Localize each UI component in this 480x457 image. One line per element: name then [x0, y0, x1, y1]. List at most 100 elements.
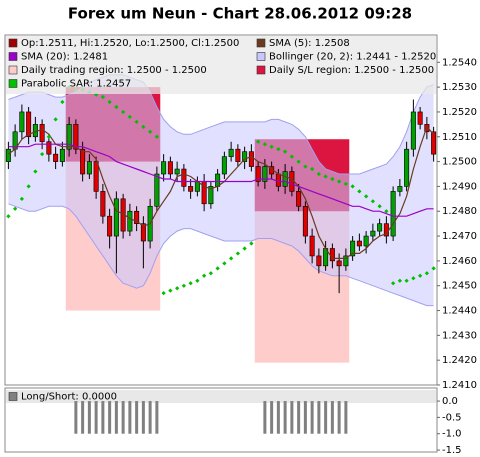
signal-bar	[330, 401, 334, 434]
candle-body	[363, 235, 369, 247]
candle-body	[26, 111, 32, 138]
sar-dot	[188, 281, 193, 286]
candle-body	[174, 168, 180, 175]
legend-swatch	[8, 38, 18, 48]
sar-dot	[330, 176, 335, 182]
sar-dot	[208, 271, 213, 276]
signal-bar	[121, 401, 125, 434]
y-tick-label: 1.2510	[442, 132, 477, 143]
legend-label: Bollinger (20, 2): 1.2441 - 1.2520	[269, 52, 436, 63]
candle-body	[242, 151, 248, 162]
signal-bar	[344, 401, 348, 434]
y-tick-label: 1.2440	[442, 306, 477, 317]
candle-body	[46, 141, 52, 155]
y-tick-label: -0.5	[442, 412, 462, 423]
sar-dot	[397, 278, 402, 283]
sar-dot	[391, 281, 396, 286]
candle-body	[134, 210, 140, 224]
candle-body	[329, 248, 335, 262]
y-tick-label: 1.2480	[442, 206, 477, 217]
signal-bar	[317, 401, 321, 434]
candle-body	[100, 191, 106, 217]
legend-label: Parabolic SAR: 1.2457	[21, 79, 131, 90]
signal-bar	[81, 401, 85, 434]
sar-dot	[33, 169, 38, 174]
sar-dot	[141, 124, 146, 129]
candle-body	[343, 255, 349, 267]
sar-dot	[235, 251, 240, 256]
y-tick-label: -1.0	[442, 429, 462, 440]
legend-swatch	[8, 79, 18, 88]
legend-swatch	[8, 65, 18, 75]
sar-dot	[100, 94, 105, 100]
signal-bar	[74, 401, 78, 434]
indicator-line	[8, 125, 435, 259]
sar-dot	[256, 139, 261, 144]
sar-dot	[404, 278, 409, 283]
sar-dot	[107, 99, 112, 105]
y-tick-label: 1.2500	[442, 157, 477, 168]
candle-body	[113, 198, 119, 237]
signal-bar	[270, 401, 274, 434]
band-area	[8, 74, 434, 306]
sar-dot	[161, 291, 166, 296]
candle-body	[417, 111, 423, 125]
y-tick-label: 1.2490	[442, 181, 477, 192]
candle-body	[350, 240, 356, 257]
signal-bar	[290, 401, 294, 434]
sar-dot	[431, 266, 436, 271]
sar-dot	[215, 266, 220, 271]
signal-bar	[263, 401, 267, 434]
candle-body	[221, 156, 227, 175]
signal-bar	[283, 401, 287, 434]
legend-label: Daily S/L region: 1.2500 - 1.2500	[269, 65, 434, 76]
candle-body	[336, 260, 342, 267]
sar-dot	[310, 166, 315, 172]
sar-dot	[175, 286, 180, 291]
candle-body	[228, 148, 234, 157]
signal-bar	[128, 401, 132, 434]
sar-dot	[202, 273, 207, 278]
y-tick-label: 1.2410	[442, 380, 477, 391]
sar-dot	[148, 129, 153, 134]
sar-dot	[384, 209, 389, 214]
sar-dot	[424, 271, 429, 276]
signal-bar	[94, 401, 98, 434]
signal-bar	[135, 401, 139, 434]
sar-dot	[229, 256, 234, 261]
sar-dot	[276, 147, 281, 152]
candle-body	[59, 148, 65, 162]
candle-body	[404, 148, 410, 187]
candle-body	[127, 210, 133, 232]
signal-bar	[114, 401, 118, 434]
sar-dot	[181, 283, 186, 288]
legend-label: Daily trading region: 1.2500 - 1.2500	[21, 65, 207, 76]
sar-dot	[269, 144, 274, 149]
indicator-line	[8, 143, 434, 217]
candle-body	[107, 215, 113, 237]
sar-dot	[114, 104, 119, 110]
candle-body	[390, 191, 396, 237]
sar-dot	[343, 181, 348, 187]
legend-swatch	[8, 52, 18, 61]
sar-dot	[377, 204, 382, 209]
candle-body	[316, 255, 322, 267]
sar-dot	[13, 206, 18, 211]
candle-body	[262, 166, 268, 182]
sar-dot	[296, 159, 301, 164]
sar-dot	[222, 261, 227, 266]
sar-dot	[46, 134, 51, 139]
candle-body	[377, 223, 383, 232]
sar-dot	[127, 114, 132, 120]
y-tick-label: 1.2460	[442, 256, 477, 267]
sar-dot	[60, 99, 65, 105]
signal-bar	[276, 401, 280, 434]
sar-dot	[195, 278, 200, 283]
candle-body	[235, 148, 241, 162]
candle-body	[296, 191, 302, 207]
candle-body	[188, 186, 194, 192]
candle-body	[86, 161, 92, 175]
legend-swatch	[8, 392, 18, 401]
sar-dot	[337, 179, 342, 184]
sar-dot	[316, 171, 321, 177]
